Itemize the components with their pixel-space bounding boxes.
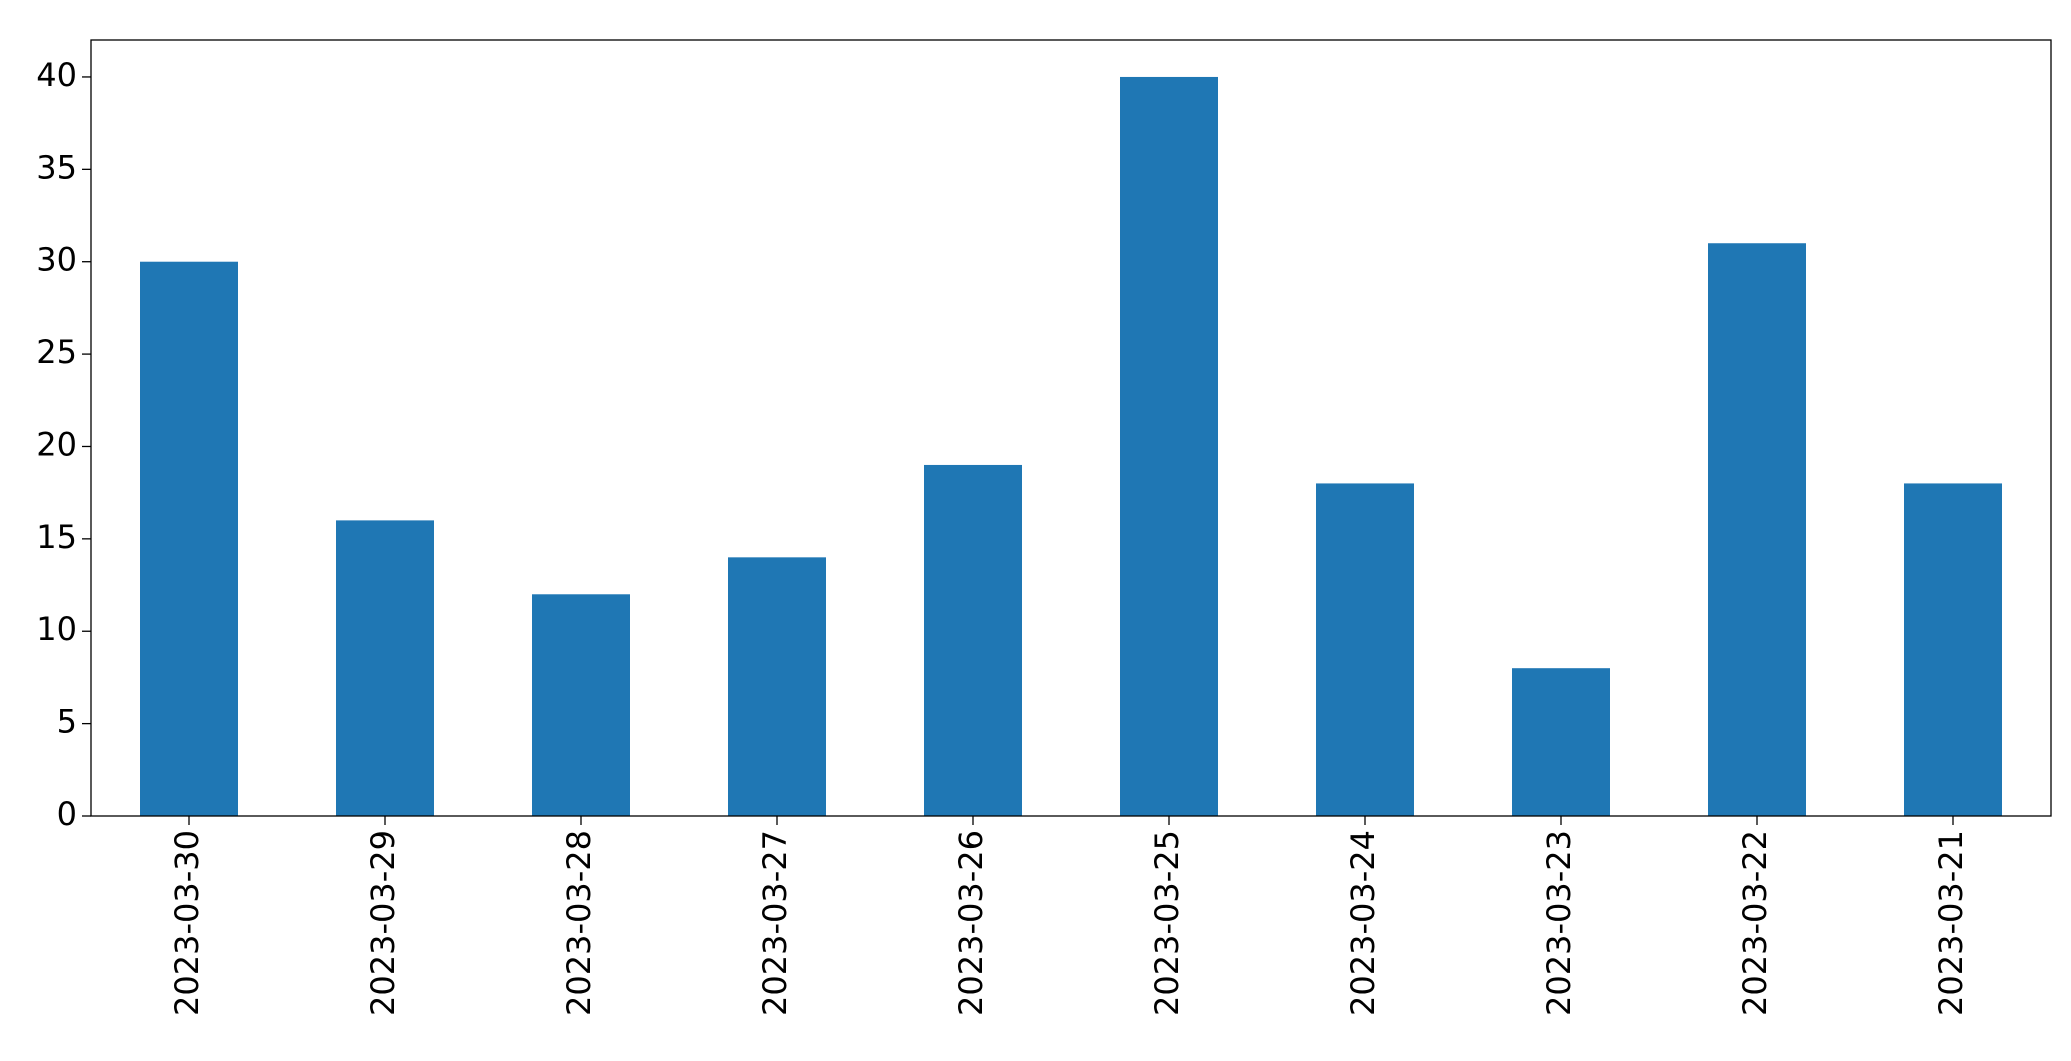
x-tick-label: 2023-03-29 <box>364 830 402 1016</box>
bar <box>924 464 1022 816</box>
bar <box>728 557 826 816</box>
y-tick-label: 15 <box>36 518 77 556</box>
y-tick-label: 5 <box>57 703 77 741</box>
bar <box>1904 483 2002 816</box>
bar <box>1316 483 1414 816</box>
x-tick-label: 2023-03-28 <box>560 830 598 1016</box>
y-tick-label: 20 <box>36 425 77 463</box>
y-tick-label: 35 <box>36 148 77 186</box>
x-tick-label: 2023-03-21 <box>1932 830 1970 1016</box>
bar <box>532 594 630 816</box>
bar <box>1512 668 1610 816</box>
y-tick-label: 0 <box>57 795 77 833</box>
x-tick-label: 2023-03-25 <box>1148 830 1186 1016</box>
x-tick-label: 2023-03-23 <box>1540 830 1578 1016</box>
bar <box>1708 243 1806 816</box>
plot-frame <box>90 39 2052 817</box>
bar <box>336 520 434 816</box>
y-tick-label: 10 <box>36 610 77 648</box>
x-tick-label: 2023-03-30 <box>168 830 206 1016</box>
bar <box>140 261 238 816</box>
y-tick-label: 40 <box>36 56 77 94</box>
y-tick-label: 25 <box>36 333 77 371</box>
x-tick-label: 2023-03-22 <box>1736 830 1774 1016</box>
y-tick-label: 30 <box>36 241 77 279</box>
x-tick-label: 2023-03-26 <box>952 830 990 1016</box>
x-tick-label: 2023-03-27 <box>756 830 794 1016</box>
x-tick-label: 2023-03-24 <box>1344 830 1382 1016</box>
bar <box>1120 76 1218 816</box>
